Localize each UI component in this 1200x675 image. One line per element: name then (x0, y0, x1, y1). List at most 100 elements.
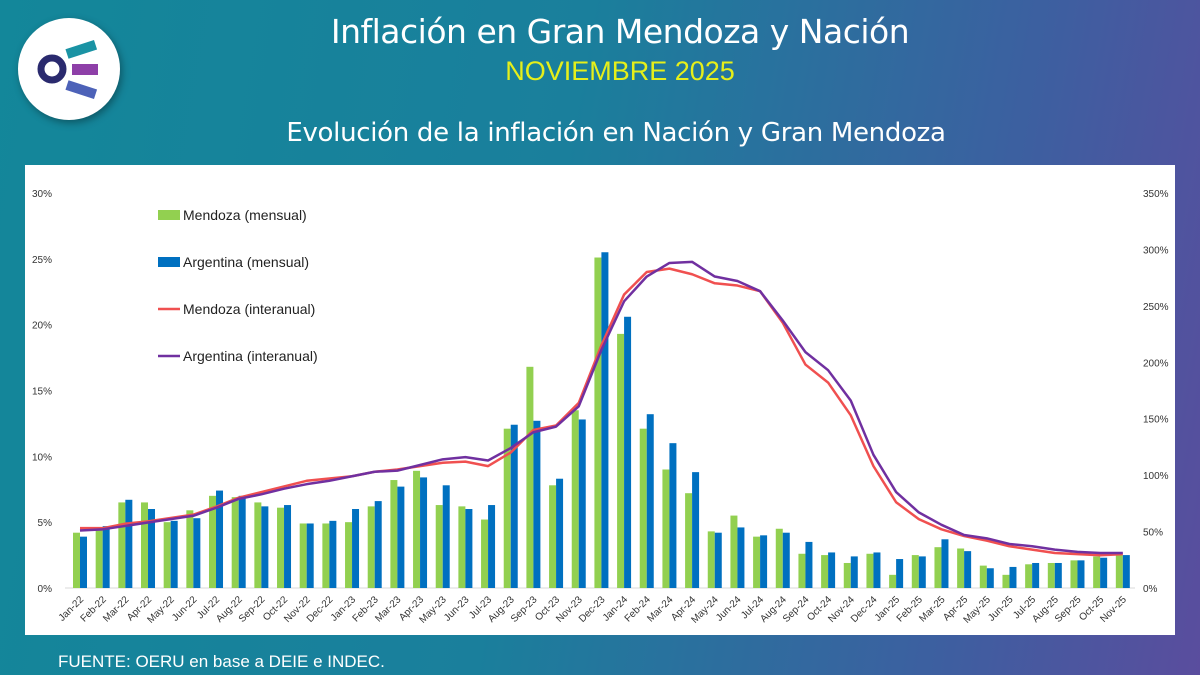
right-tick-label: 100% (1143, 471, 1169, 482)
bar-mendoza-mensual (209, 495, 217, 588)
bar-mendoza-mensual (73, 532, 80, 588)
x-tick-label: Jun-24 (714, 594, 744, 624)
bar-mendoza-mensual (707, 531, 715, 588)
bar-argentina-mensual (1077, 560, 1085, 588)
bar-mendoza-mensual (1070, 560, 1078, 588)
right-tick-label: 250% (1143, 302, 1169, 313)
line-mendoza-interanual (80, 267, 1123, 557)
bar-argentina-mensual (624, 316, 632, 588)
bar-mendoza-mensual (186, 510, 194, 588)
bar-argentina-mensual (1054, 562, 1062, 588)
bar-argentina-mensual (964, 551, 972, 588)
bar-mendoza-mensual (118, 502, 126, 588)
bar-mendoza-mensual (1047, 562, 1055, 588)
bar-argentina-mensual (805, 541, 813, 588)
bar-mendoza-mensual (775, 528, 783, 588)
oeru-logo (18, 18, 120, 120)
bar-argentina-mensual (941, 539, 949, 588)
left-tick-label: 0% (38, 584, 53, 595)
bar-argentina-mensual (488, 505, 496, 588)
logo-graphic (37, 39, 98, 100)
page-subtitle: NOVIEMBRE 2025 (505, 56, 735, 86)
bar-argentina-mensual (737, 527, 745, 588)
legend-swatch (158, 257, 180, 267)
bar-argentina-mensual (601, 252, 609, 588)
bar-mendoza-mensual (345, 522, 353, 588)
left-tick-label: 30% (32, 189, 52, 200)
bar-mendoza-mensual (821, 555, 829, 588)
legend-label: Argentina (mensual) (183, 254, 309, 270)
right-tick-label: 300% (1143, 245, 1169, 256)
bar-mendoza-mensual (617, 333, 625, 588)
x-tick-label: Mar-24 (645, 594, 675, 624)
bar-mendoza-mensual (730, 515, 738, 588)
bar-argentina-mensual (442, 485, 450, 588)
bar-argentina-mensual (1100, 557, 1108, 588)
bar-argentina-mensual (1009, 566, 1017, 588)
bar-argentina-mensual (782, 532, 790, 588)
x-tick-label: Jun-23 (442, 594, 472, 624)
bar-argentina-mensual (760, 535, 768, 588)
x-tick-label: Mar-23 (373, 594, 403, 624)
page-title: Inflación en Gran Mendoza y Nación (330, 12, 910, 51)
bar-argentina-mensual (850, 556, 858, 588)
bar-mendoza-mensual (322, 523, 330, 588)
bar-mendoza-mensual (866, 553, 874, 588)
bar-argentina-mensual (329, 520, 337, 588)
bar-argentina-mensual (170, 520, 178, 588)
bar-argentina-mensual (102, 526, 110, 588)
bar-argentina-mensual (873, 552, 881, 588)
x-tick-label: Jun-25 (986, 594, 1016, 624)
bar-mendoza-mensual (662, 469, 670, 588)
bar-mendoza-mensual (753, 536, 761, 588)
bar-mendoza-mensual (979, 565, 987, 588)
bar-mendoza-mensual (889, 574, 897, 588)
x-tick-label: Nov-25 (1098, 594, 1129, 625)
bar-mendoza-mensual (549, 485, 557, 588)
bar-mendoza-mensual (435, 505, 443, 588)
left-tick-label: 10% (32, 452, 52, 463)
bar-mendoza-mensual (163, 522, 171, 588)
bar-mendoza-mensual (1115, 555, 1123, 588)
x-tick-label: Mar-22 (101, 594, 131, 624)
bar-mendoza-mensual (95, 530, 103, 588)
bar-argentina-mensual (420, 477, 428, 588)
bar-argentina-mensual (646, 414, 654, 588)
x-tick-label: Dec-24 (849, 594, 880, 625)
bar-argentina-mensual (669, 443, 677, 588)
x-tick-label: Mar-25 (917, 594, 947, 624)
bar-argentina-mensual (352, 509, 360, 588)
bar-mendoza-mensual (254, 502, 262, 588)
bar-argentina-mensual (397, 486, 405, 588)
bar-argentina-mensual (692, 472, 700, 588)
bar-argentina-mensual (1122, 555, 1130, 588)
right-tick-label: 150% (1143, 415, 1169, 426)
bar-mendoza-mensual (685, 493, 693, 588)
bar-mendoza-mensual (1093, 556, 1101, 588)
x-tick-label: Sep-25 (1053, 594, 1084, 625)
x-tick-label: Sep-24 (781, 594, 812, 625)
bar-argentina-mensual (306, 523, 314, 588)
legend-label: Argentina (interanual) (183, 348, 318, 364)
left-tick-label: 20% (32, 321, 52, 332)
x-tick-label: Jun-22 (170, 594, 200, 624)
bar-argentina-mensual (556, 478, 564, 588)
bar-mendoza-mensual (957, 548, 965, 588)
bar-mendoza-mensual (571, 410, 579, 588)
bar-argentina-mensual (896, 559, 904, 588)
bar-mendoza-mensual (1025, 564, 1033, 588)
legend-swatch (158, 210, 180, 220)
section-title: Evolución de la inflación en Nación y Gr… (286, 118, 946, 148)
line-argentina-interanual (79, 260, 1123, 555)
left-tick-label: 25% (32, 255, 52, 266)
chart-panel: 0% 5% 10% 15% 20% 25% 30% 0% 50% 100% 150% 200% 250%… (25, 165, 1175, 635)
bar-argentina-mensual (918, 556, 926, 588)
x-tick-label: Sep-23 (509, 594, 540, 625)
bar-argentina-mensual (374, 501, 382, 588)
bar-mendoza-mensual (231, 497, 239, 588)
right-tick-label: 50% (1143, 528, 1163, 539)
bar-mendoza-mensual (503, 428, 511, 588)
bar-mendoza-mensual (934, 547, 942, 588)
legend-label: Mendoza (interanual) (183, 301, 315, 317)
bar-mendoza-mensual (1002, 574, 1010, 588)
